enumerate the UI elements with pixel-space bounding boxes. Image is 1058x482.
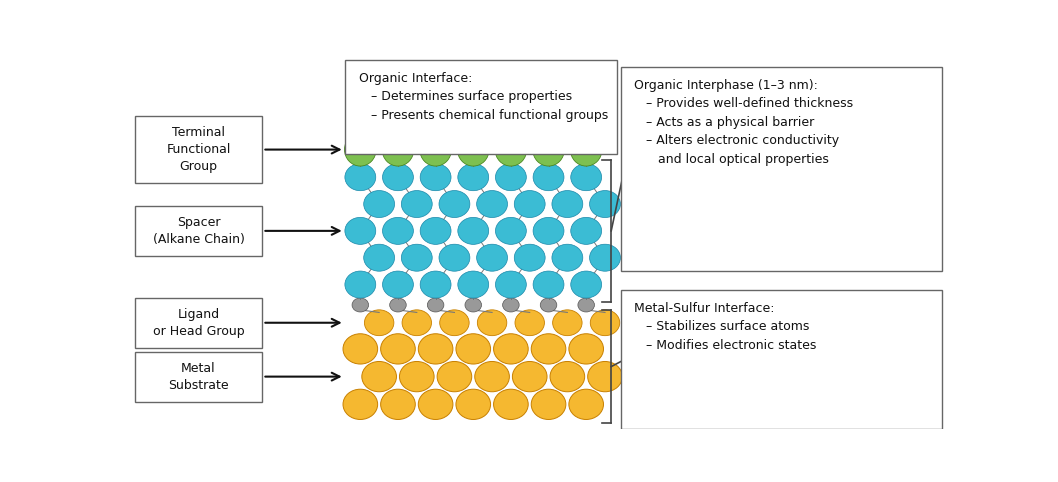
Ellipse shape	[495, 217, 526, 244]
Ellipse shape	[345, 271, 376, 298]
Ellipse shape	[495, 133, 527, 166]
Ellipse shape	[458, 164, 489, 191]
Ellipse shape	[552, 190, 583, 217]
Ellipse shape	[381, 334, 416, 364]
Ellipse shape	[494, 334, 528, 364]
Ellipse shape	[570, 217, 602, 244]
Ellipse shape	[381, 389, 416, 419]
Ellipse shape	[533, 271, 564, 298]
Ellipse shape	[364, 244, 395, 271]
Text: Organic Interface:
   – Determines surface properties
   – Presents chemical fun: Organic Interface: – Determines surface …	[359, 72, 607, 121]
Ellipse shape	[512, 362, 547, 392]
Text: Spacer
(Alkane Chain): Spacer (Alkane Chain)	[152, 216, 244, 246]
Ellipse shape	[418, 389, 453, 419]
Ellipse shape	[345, 133, 377, 166]
Ellipse shape	[533, 217, 564, 244]
Ellipse shape	[570, 164, 602, 191]
Ellipse shape	[552, 244, 583, 271]
Ellipse shape	[420, 164, 451, 191]
Ellipse shape	[531, 389, 566, 419]
Ellipse shape	[345, 164, 376, 191]
Ellipse shape	[531, 334, 566, 364]
Ellipse shape	[503, 298, 519, 312]
Ellipse shape	[477, 244, 508, 271]
Ellipse shape	[457, 133, 489, 166]
Ellipse shape	[440, 310, 469, 335]
Ellipse shape	[401, 190, 433, 217]
Ellipse shape	[550, 362, 585, 392]
Ellipse shape	[514, 190, 545, 217]
Ellipse shape	[383, 271, 414, 298]
Ellipse shape	[420, 133, 452, 166]
Ellipse shape	[533, 133, 564, 166]
Ellipse shape	[364, 190, 395, 217]
Ellipse shape	[590, 310, 620, 335]
Ellipse shape	[343, 334, 378, 364]
Ellipse shape	[383, 164, 414, 191]
Ellipse shape	[477, 190, 508, 217]
Ellipse shape	[578, 298, 595, 312]
Ellipse shape	[362, 362, 397, 392]
Ellipse shape	[533, 164, 564, 191]
Ellipse shape	[515, 310, 545, 335]
Text: Metal
Substrate: Metal Substrate	[168, 362, 229, 391]
Ellipse shape	[552, 310, 582, 335]
Ellipse shape	[475, 362, 509, 392]
Text: Metal-Sulfur Interface:
   – Stabilizes surface atoms
   – Modifies electronic s: Metal-Sulfur Interface: – Stabilizes sur…	[634, 302, 816, 352]
Ellipse shape	[569, 334, 603, 364]
FancyBboxPatch shape	[620, 290, 942, 429]
Text: Organic Interphase (1–3 nm):
   – Provides well-defined thickness
   – Acts as a: Organic Interphase (1–3 nm): – Provides …	[634, 79, 853, 166]
FancyBboxPatch shape	[345, 60, 617, 154]
Ellipse shape	[494, 389, 528, 419]
Ellipse shape	[345, 217, 376, 244]
Text: Ligand
or Head Group: Ligand or Head Group	[152, 308, 244, 338]
Ellipse shape	[589, 190, 620, 217]
Ellipse shape	[437, 362, 472, 392]
Ellipse shape	[400, 362, 434, 392]
Ellipse shape	[456, 334, 491, 364]
Ellipse shape	[541, 298, 557, 312]
Ellipse shape	[382, 133, 414, 166]
Ellipse shape	[420, 271, 451, 298]
Ellipse shape	[420, 217, 451, 244]
Ellipse shape	[458, 217, 489, 244]
Ellipse shape	[402, 310, 432, 335]
Ellipse shape	[570, 133, 602, 166]
FancyBboxPatch shape	[134, 351, 262, 402]
Ellipse shape	[439, 190, 470, 217]
Ellipse shape	[427, 298, 444, 312]
Ellipse shape	[364, 310, 394, 335]
Ellipse shape	[569, 389, 603, 419]
Text: Terminal
Functional
Group: Terminal Functional Group	[166, 126, 231, 173]
Ellipse shape	[495, 271, 526, 298]
Ellipse shape	[418, 334, 453, 364]
Ellipse shape	[495, 164, 526, 191]
Ellipse shape	[383, 217, 414, 244]
Ellipse shape	[570, 271, 602, 298]
FancyBboxPatch shape	[134, 206, 262, 256]
FancyBboxPatch shape	[134, 116, 262, 184]
Ellipse shape	[343, 389, 378, 419]
Ellipse shape	[352, 298, 368, 312]
Ellipse shape	[477, 310, 507, 335]
Ellipse shape	[439, 244, 470, 271]
Ellipse shape	[389, 298, 406, 312]
Ellipse shape	[587, 362, 622, 392]
Ellipse shape	[589, 244, 620, 271]
Ellipse shape	[514, 244, 545, 271]
Ellipse shape	[401, 244, 433, 271]
Ellipse shape	[458, 271, 489, 298]
Ellipse shape	[464, 298, 481, 312]
Ellipse shape	[456, 389, 491, 419]
FancyBboxPatch shape	[134, 298, 262, 348]
FancyBboxPatch shape	[620, 67, 942, 271]
